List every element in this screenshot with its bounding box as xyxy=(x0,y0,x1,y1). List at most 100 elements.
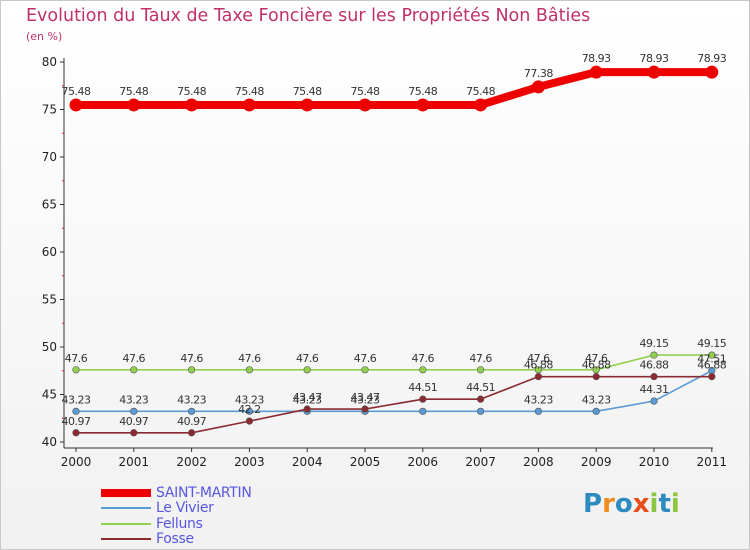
data-point-fosse xyxy=(245,417,253,425)
data-label-fosse: 40.97 xyxy=(177,415,206,428)
legend: SAINT-MARTIN Le Vivier Felluns Fosse xyxy=(101,485,252,547)
y-tick-label: 40 xyxy=(42,435,57,449)
data-label-fosse: 46.88 xyxy=(697,359,726,372)
data-label-fosse: 40.97 xyxy=(62,415,91,428)
data-label-felluns: 47.6 xyxy=(585,352,608,365)
data-label-felluns: 47.6 xyxy=(469,352,492,365)
data-label-le-vivier: 43.23 xyxy=(351,393,380,406)
data-label-fosse: 43.47 xyxy=(293,391,322,404)
data-label-saint-martin: 75.48 xyxy=(119,85,148,98)
data-label-le-vivier: 43.23 xyxy=(235,393,264,406)
x-tick-label: 2000 xyxy=(61,455,92,469)
data-point-felluns xyxy=(650,351,658,359)
x-tick-label: 2009 xyxy=(581,455,612,469)
data-label-fosse: 42.2 xyxy=(238,403,261,416)
data-point-saint-martin xyxy=(589,65,603,79)
legend-item-le-vivier: Le Vivier xyxy=(101,500,252,516)
data-label-fosse: 44.51 xyxy=(466,381,495,394)
legend-swatch xyxy=(101,538,151,541)
data-label-felluns: 49.15 xyxy=(697,337,726,350)
data-label-saint-martin: 78.93 xyxy=(582,52,611,65)
data-point-le-vivier xyxy=(72,407,80,415)
legend-swatch xyxy=(101,522,151,525)
legend-label: SAINT-MARTIN xyxy=(156,484,252,501)
legend-label: Fosse xyxy=(156,531,194,548)
data-label-fosse: 43.47 xyxy=(351,391,380,404)
data-label-saint-martin: 75.48 xyxy=(235,85,264,98)
data-label-le-vivier: 43.23 xyxy=(119,393,148,406)
data-point-saint-martin xyxy=(69,98,83,112)
x-tick-label: 2005 xyxy=(350,455,381,469)
y-tick-label: 70 xyxy=(42,150,57,164)
y-axis-unit-label: (en %) xyxy=(26,30,63,43)
data-point-felluns xyxy=(477,366,485,374)
data-point-saint-martin xyxy=(185,98,199,112)
data-point-le-vivier xyxy=(419,407,427,415)
data-point-saint-martin xyxy=(127,98,141,112)
legend-item-fosse: Fosse xyxy=(101,531,252,548)
chart-title: Evolution du Taux de Taxe Foncière sur l… xyxy=(26,6,591,26)
data-label-fosse: 46.88 xyxy=(582,359,611,372)
data-point-le-vivier xyxy=(245,407,253,415)
data-point-saint-martin xyxy=(531,80,545,94)
data-label-le-vivier: 43.23 xyxy=(582,393,611,406)
y-tick-label: 75 xyxy=(42,103,57,117)
x-tick-label: 2006 xyxy=(408,455,439,469)
series-line-felluns xyxy=(75,354,713,371)
data-point-fosse xyxy=(419,395,427,403)
series-line-le-vivier xyxy=(75,369,713,413)
logo-letter: t xyxy=(658,489,671,519)
data-point-felluns xyxy=(303,366,311,374)
data-label-felluns: 47.6 xyxy=(180,352,203,365)
x-tick-label: 2007 xyxy=(465,455,496,469)
x-tick-label: 2010 xyxy=(639,455,670,469)
data-point-fosse xyxy=(650,373,658,381)
data-label-felluns: 47.6 xyxy=(412,352,435,365)
data-label-le-vivier: 43.23 xyxy=(524,393,553,406)
y-tick-label: 80 xyxy=(42,55,57,69)
data-point-fosse xyxy=(303,405,311,413)
data-label-saint-martin: 75.48 xyxy=(293,85,322,98)
x-tick-label: 2003 xyxy=(234,455,265,469)
data-label-fosse: 46.88 xyxy=(640,359,669,372)
y-tick-label: 60 xyxy=(42,245,57,259)
data-label-felluns: 49.15 xyxy=(640,337,669,350)
data-point-saint-martin xyxy=(474,98,488,112)
data-point-fosse xyxy=(477,395,485,403)
data-label-saint-martin: 78.93 xyxy=(697,52,726,65)
data-label-le-vivier: 44.31 xyxy=(640,383,669,396)
series-line-saint-martin xyxy=(72,68,716,109)
data-label-saint-martin: 75.48 xyxy=(351,85,380,98)
logo-letter: i xyxy=(670,489,680,519)
data-point-saint-martin xyxy=(705,65,719,79)
data-point-felluns xyxy=(188,366,196,374)
data-point-fosse xyxy=(361,405,369,413)
data-point-felluns xyxy=(361,366,369,374)
legend-label: Felluns xyxy=(156,515,203,532)
data-point-fosse xyxy=(534,373,543,381)
data-point-felluns xyxy=(72,366,80,374)
y-tick-label: 55 xyxy=(42,293,57,307)
data-label-felluns: 47.6 xyxy=(296,352,319,365)
data-point-le-vivier xyxy=(534,407,543,415)
data-point-fosse xyxy=(72,429,80,437)
data-label-felluns: 47.6 xyxy=(354,352,377,365)
legend-item-felluns: Felluns xyxy=(101,516,252,532)
data-label-saint-martin: 77.38 xyxy=(524,67,553,80)
data-label-felluns: 47.6 xyxy=(238,352,261,365)
data-point-fosse xyxy=(188,429,196,437)
data-label-felluns: 47.6 xyxy=(65,352,88,365)
data-point-saint-martin xyxy=(416,98,430,112)
legend-swatch xyxy=(101,507,151,510)
legend-swatch xyxy=(101,488,151,497)
data-label-fosse: 40.97 xyxy=(119,415,148,428)
data-label-felluns: 47.6 xyxy=(123,352,146,365)
legend-item-saint-martin: SAINT-MARTIN xyxy=(101,485,252,501)
data-label-saint-martin: 75.48 xyxy=(177,85,206,98)
data-point-le-vivier xyxy=(650,397,658,405)
data-point-le-vivier xyxy=(188,407,196,415)
logo-letter: x xyxy=(632,489,650,519)
y-tick-label: 65 xyxy=(42,198,57,212)
logo-letter: P xyxy=(583,489,603,519)
data-point-saint-martin xyxy=(300,98,314,112)
